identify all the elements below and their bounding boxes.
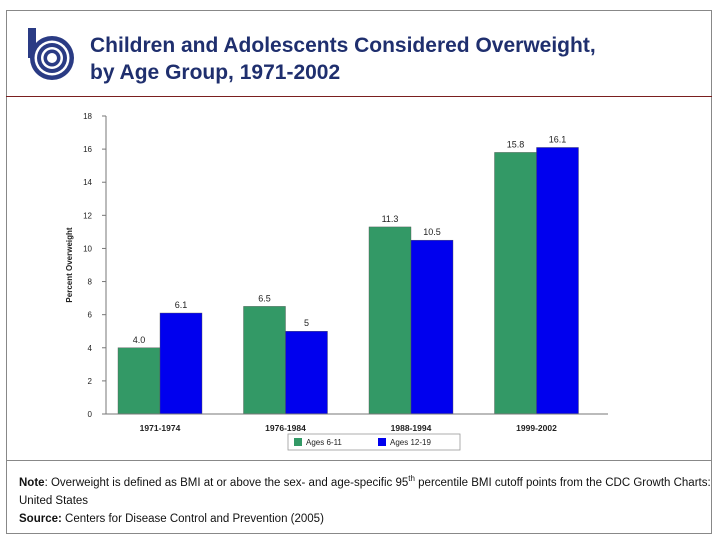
note-text-part-1: : Overweight is defined as BMI at or abo… xyxy=(45,477,409,489)
bar-ages-12-19-1988-1994 xyxy=(411,240,453,414)
note-label: Note xyxy=(19,477,45,489)
y-axis-title: Percent Overweight xyxy=(65,227,74,302)
y-tick-label: 8 xyxy=(88,278,93,287)
footnote-area: Note: Overweight is defined as BMI at or… xyxy=(6,460,712,534)
x-category-label: 1976-1984 xyxy=(265,423,306,433)
title-line-1: Children and Adolescents Considered Over… xyxy=(90,32,690,59)
y-tick-label: 0 xyxy=(88,410,93,419)
note-superscript: th xyxy=(408,474,415,483)
title-line-2: by Age Group, 1971-2002 xyxy=(90,59,690,86)
y-tick-label: 14 xyxy=(83,178,92,187)
data-label: 6.5 xyxy=(258,293,271,303)
bar-chart: 0 2 4 6 8 10 12 14 16 18 Percent Overweight 4.0 6.1… xyxy=(40,104,680,460)
bar-ages-12-19-1976-1984 xyxy=(286,331,328,414)
data-label: 5 xyxy=(304,318,309,328)
bar-ages-12-19-1999-2002 xyxy=(537,147,579,414)
y-tick-label: 12 xyxy=(83,211,92,220)
data-label: 16.1 xyxy=(549,134,567,144)
bar-ages-6-11-1988-1994 xyxy=(369,227,411,414)
y-tick-label: 6 xyxy=(88,311,93,320)
y-tick-label: 4 xyxy=(88,344,93,353)
data-label: 15.8 xyxy=(507,139,525,149)
bar-ages-6-11-1999-2002 xyxy=(495,152,537,414)
y-tick-label: 10 xyxy=(83,244,92,253)
legend-label: Ages 6-11 xyxy=(306,438,342,447)
bars xyxy=(118,147,579,414)
page-title: Children and Adolescents Considered Over… xyxy=(90,32,690,86)
data-label: 11.3 xyxy=(382,214,399,224)
x-category-label: 1988-1994 xyxy=(391,423,432,433)
chart-legend: Ages 6-11 Ages 12-19 xyxy=(288,434,460,450)
source-label: Source: xyxy=(19,513,62,525)
y-tick-label: 16 xyxy=(83,145,92,154)
title-divider xyxy=(6,96,712,97)
data-label: 6.1 xyxy=(175,300,188,310)
source-value: Centers for Disease Control and Preventi… xyxy=(62,513,324,525)
bar-ages-6-11-1976-1984 xyxy=(244,306,286,414)
data-label: 10.5 xyxy=(423,227,441,237)
y-axis: 0 2 4 6 8 10 12 14 16 18 Percent Overweight xyxy=(65,112,106,419)
bar-ages-6-11-1971-1974 xyxy=(118,348,160,414)
data-label: 4.0 xyxy=(133,335,146,345)
bar-ages-12-19-1971-1974 xyxy=(160,313,202,414)
legend-swatch xyxy=(378,438,386,446)
legend-label: Ages 12-19 xyxy=(390,438,431,447)
x-category-label: 1999-2002 xyxy=(516,423,557,433)
x-category-label: 1971-1974 xyxy=(140,423,181,433)
y-tick-label: 18 xyxy=(83,112,92,121)
x-axis: 1971-1974 1976-1984 1988-1994 1999-2002 xyxy=(106,414,608,433)
organization-logo-icon xyxy=(26,26,76,82)
legend-swatch xyxy=(294,438,302,446)
y-tick-label: 2 xyxy=(88,377,93,386)
source-text: Source: Centers for Disease Control and … xyxy=(19,510,712,528)
note-text: Note: Overweight is defined as BMI at or… xyxy=(19,470,712,510)
